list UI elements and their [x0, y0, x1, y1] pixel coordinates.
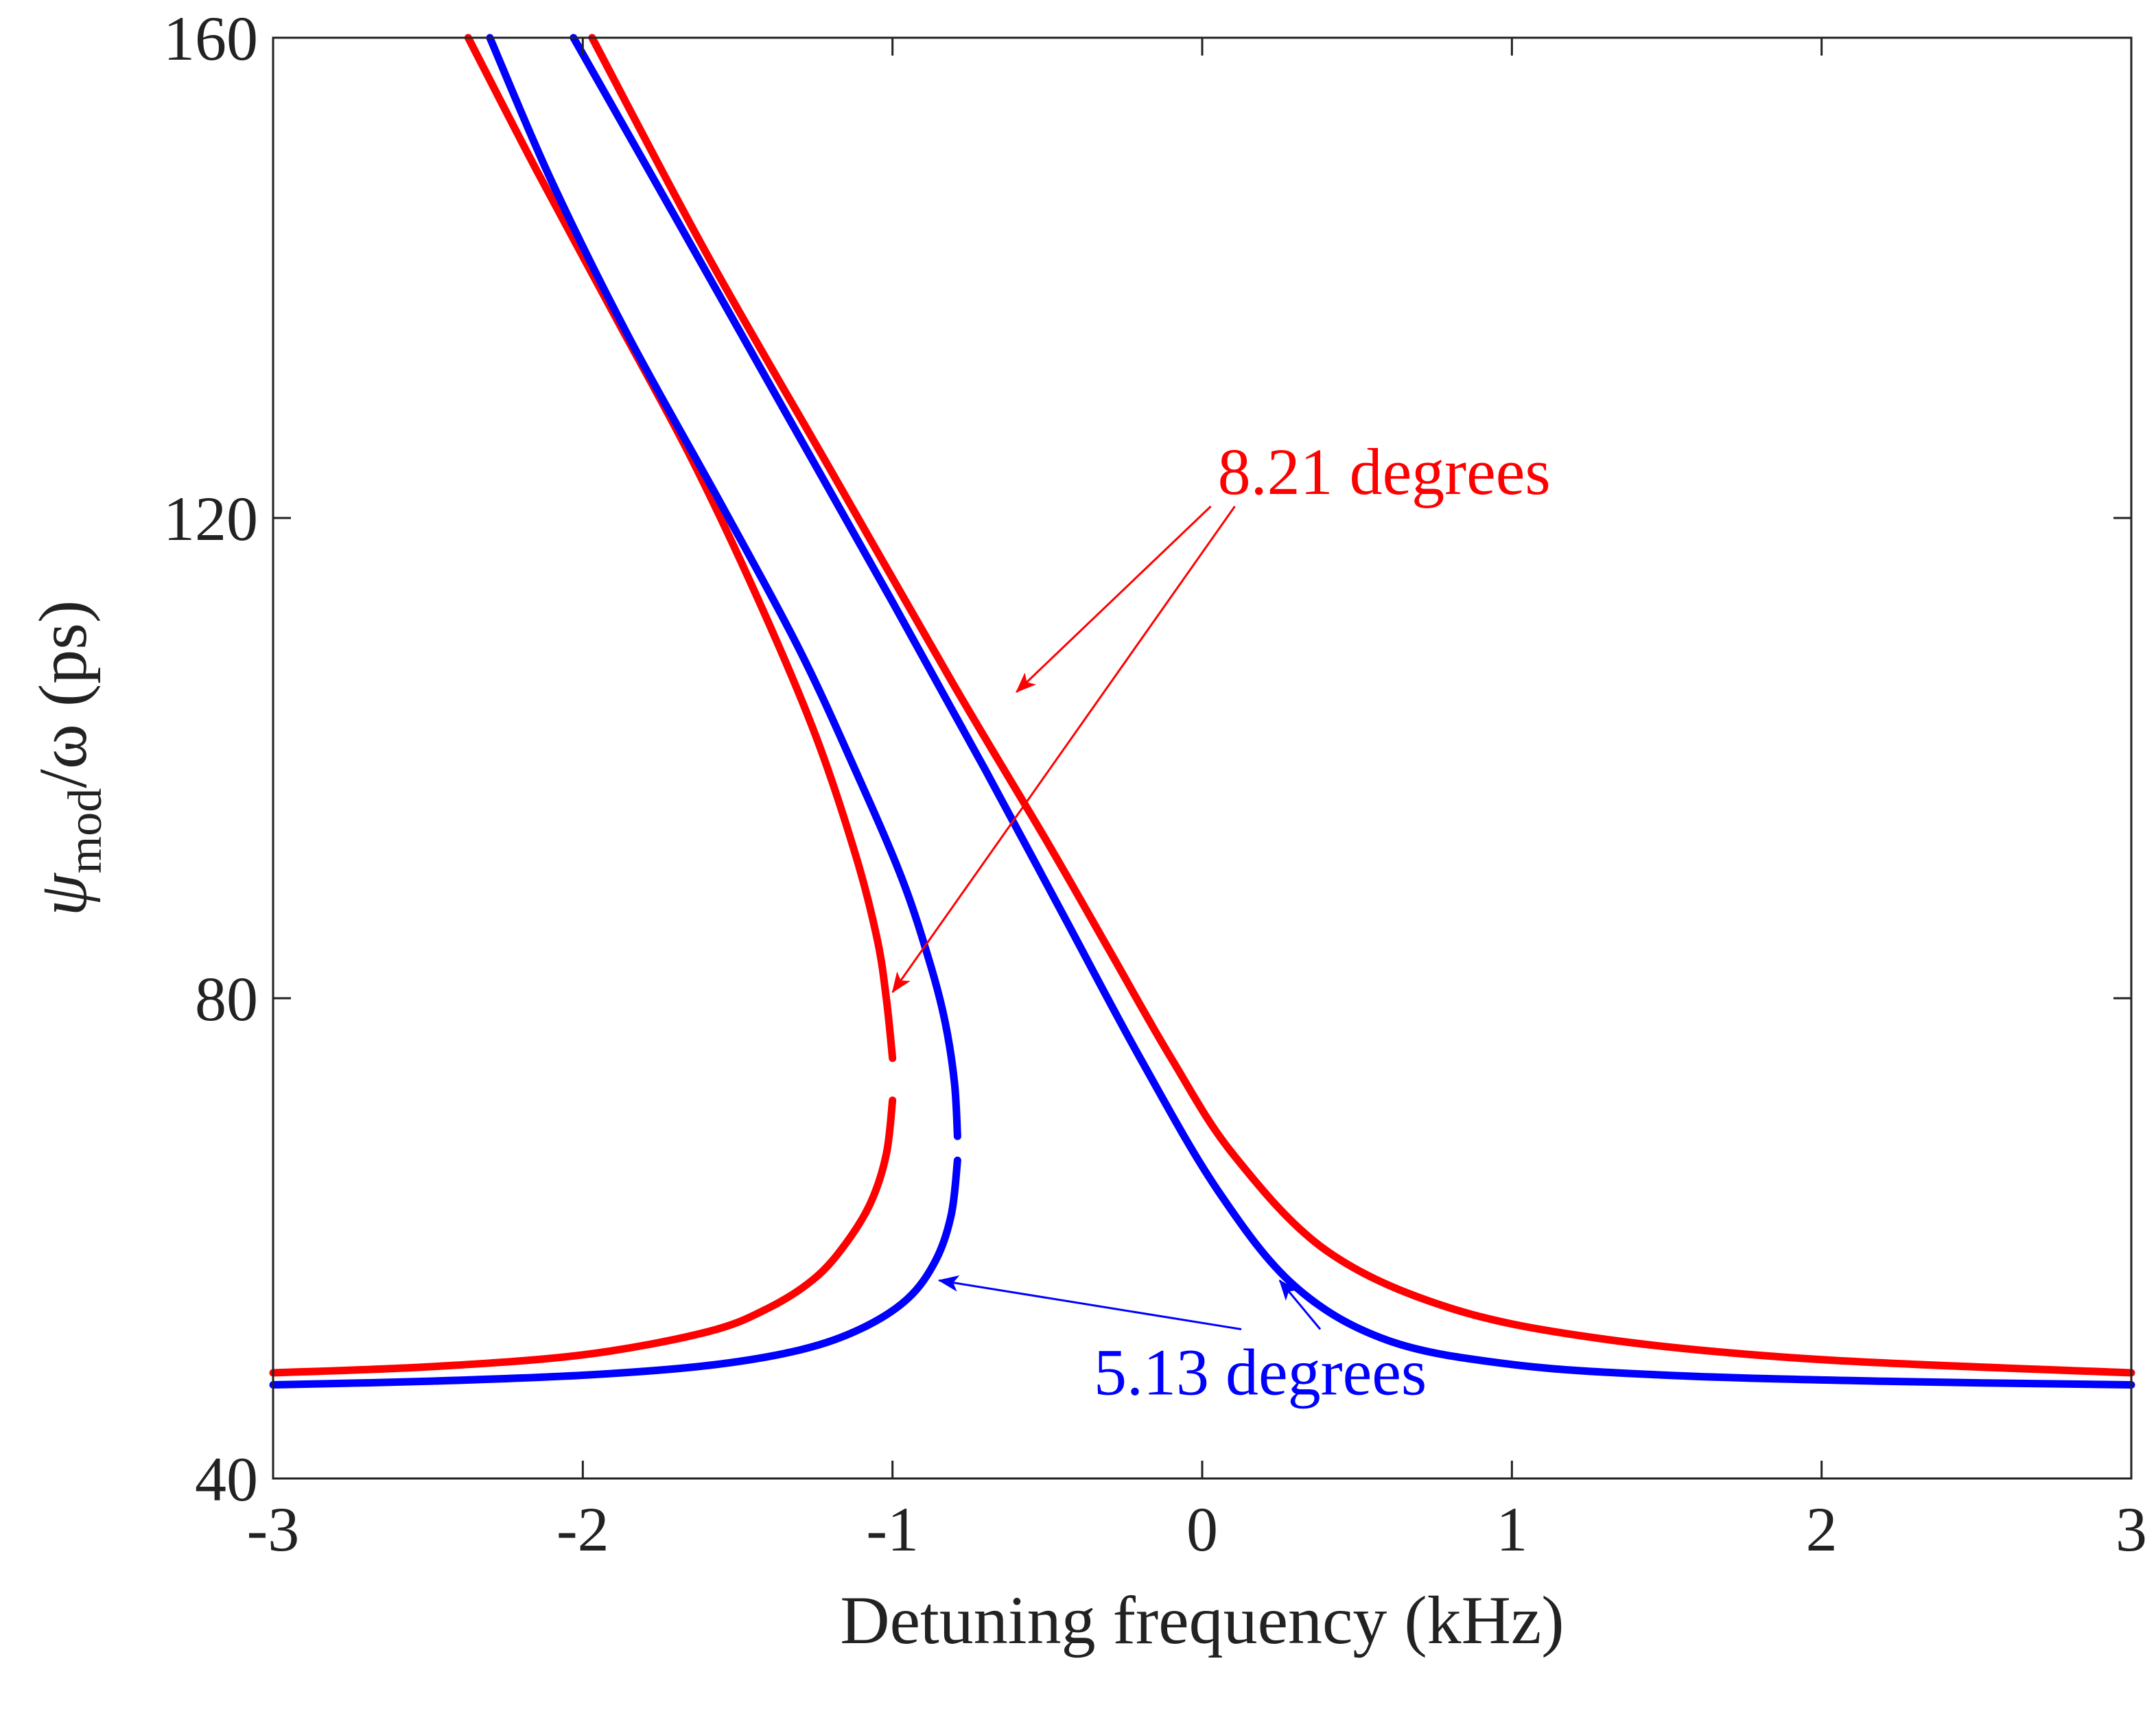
- plot-background: [273, 38, 2131, 1478]
- annotation-label: 5.13 degrees: [1094, 1336, 1427, 1409]
- annotation-arrow: [1278, 1280, 1322, 1330]
- annotation-layer: 8.21 degrees 5.13 degrees: [891, 435, 1551, 1409]
- annotation-arrow: [891, 506, 1236, 993]
- series-5-13-degrees: [269, 34, 2135, 1389]
- tick-layer: -3 -2 -1 0 1 2 3 40 80 120 160: [163, 3, 2147, 1564]
- x-tick-label: 1: [1496, 1494, 1527, 1564]
- x-tick-label: 3: [2116, 1494, 2147, 1564]
- series-5-13-degrees-upper-branch-left: [486, 34, 961, 1140]
- annotation-arrow: [937, 1275, 1242, 1330]
- x-tick-label: -3: [247, 1494, 300, 1564]
- x-tick-label: 0: [1186, 1494, 1218, 1564]
- annotation-8-21-degrees: 8.21 degrees: [891, 435, 1551, 993]
- y-tick-label: 160: [163, 3, 258, 73]
- y-axis-title: ψmod/ω (ps): [25, 600, 112, 917]
- annotation-5-13-degrees: 5.13 degrees: [937, 1275, 1427, 1409]
- y-axis-subscript: mod: [59, 788, 112, 873]
- x-tick-label: 2: [1806, 1494, 1838, 1564]
- series-8-21-degrees-lower-branch: [269, 1096, 897, 1377]
- series-5-13-degrees-lower-branch: [269, 1156, 961, 1389]
- y-axis-suffix: /ω (ps): [25, 600, 101, 788]
- x-tick-label: -1: [866, 1494, 919, 1564]
- series-8-21-degrees-upper-branch-left: [464, 34, 897, 1062]
- x-axis-title: Detuning frequency (kHz): [840, 1582, 1564, 1658]
- series-8-21-degrees-right-branch: [588, 34, 2135, 1377]
- series-8-21-degrees: [269, 34, 2135, 1377]
- y-tick-label: 80: [195, 964, 258, 1034]
- x-tick-label: -2: [556, 1494, 609, 1564]
- y-tick-label: 120: [163, 484, 258, 554]
- y-axis-symbol: ψ: [25, 872, 101, 916]
- series-5-13-degrees-right-branch: [570, 34, 2135, 1389]
- y-tick-label: 40: [195, 1444, 258, 1514]
- annotation-arrow: [1016, 505, 1212, 693]
- annotation-label: 8.21 degrees: [1218, 435, 1551, 508]
- series-layer: [269, 34, 2135, 1389]
